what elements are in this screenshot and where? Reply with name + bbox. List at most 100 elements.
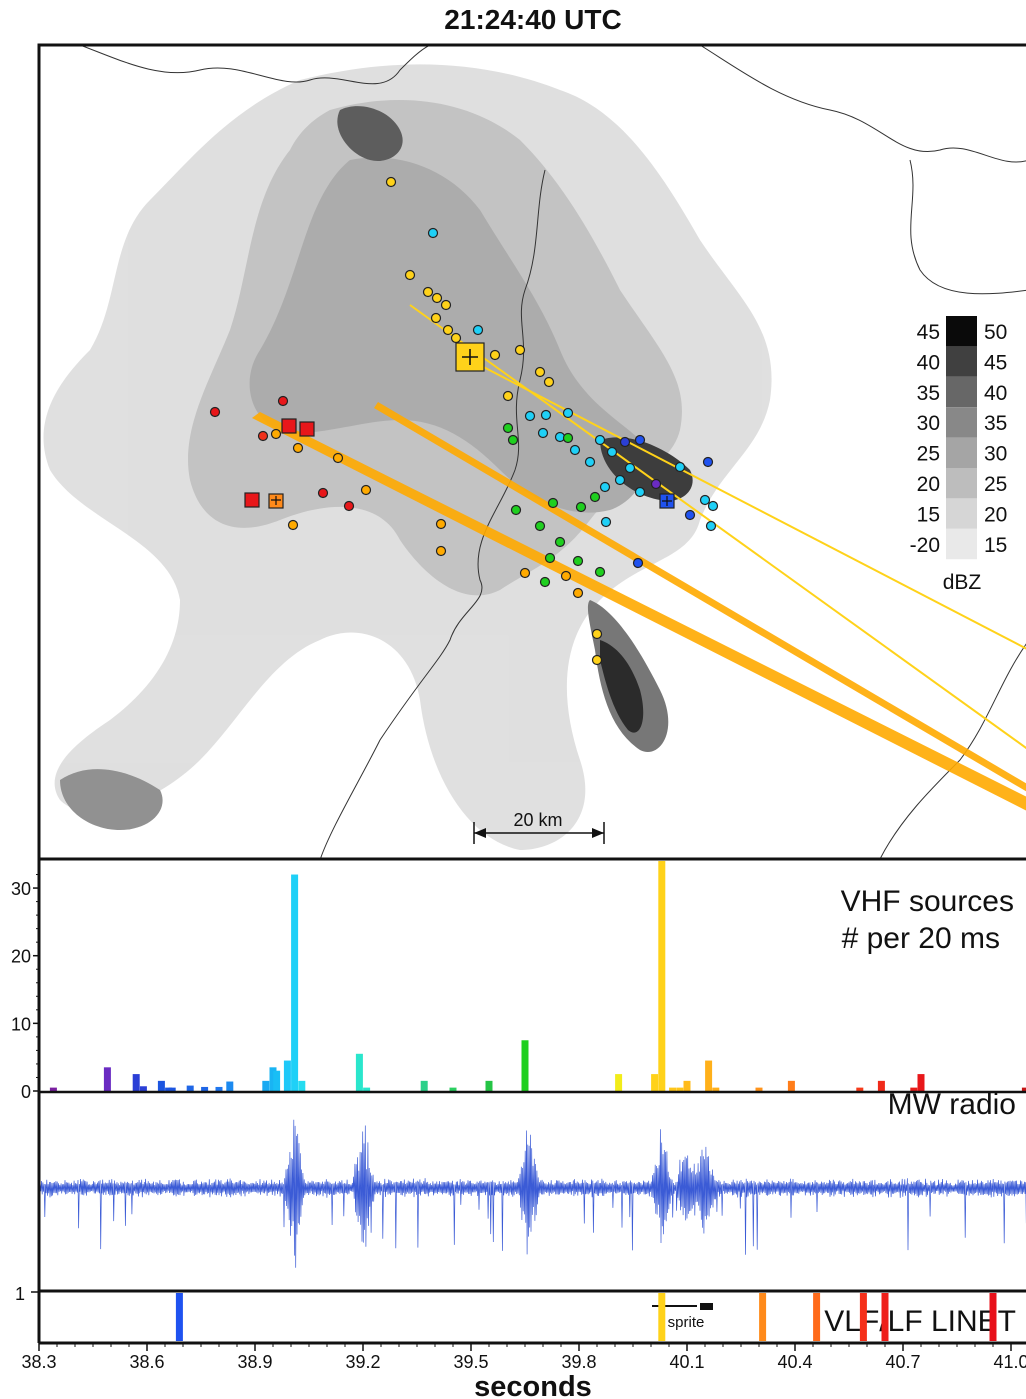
legend-low-label: 15 bbox=[917, 503, 940, 526]
legend-high-label: 15 bbox=[984, 534, 1007, 557]
legend-unit: dBZ bbox=[943, 571, 982, 594]
vhf-bar bbox=[273, 1070, 281, 1091]
x-axis-ticks: 38.3 38.6 38.9 39.2 39.5 39.8 40.1 40.4 40.7 41.0 bbox=[21, 1343, 1026, 1372]
linet-stroke bbox=[658, 1293, 666, 1341]
vhf-bar bbox=[132, 1074, 140, 1091]
legend-swatch bbox=[946, 346, 977, 377]
linet-stroke bbox=[759, 1293, 767, 1341]
linet-title: VLF/LF LINET bbox=[824, 1305, 1016, 1338]
vhf-bar bbox=[683, 1080, 691, 1091]
vhf-y-tick-label: 10 bbox=[11, 1014, 31, 1034]
legend-low-label: 30 bbox=[917, 412, 940, 435]
legend-low-label: 40 bbox=[917, 351, 940, 374]
vhf-bar bbox=[226, 1081, 234, 1091]
x-tick-label: 40.1 bbox=[669, 1352, 704, 1372]
vhf-y-tick-label: 30 bbox=[11, 879, 31, 899]
vhf-y-tick-label: 20 bbox=[11, 947, 31, 967]
legend-low-label: -20 bbox=[910, 534, 940, 557]
legend-low-label: 25 bbox=[917, 443, 940, 466]
legend-swatch bbox=[946, 498, 977, 529]
vhf-source-dots bbox=[209, 176, 719, 666]
legend-high-label: 45 bbox=[984, 351, 1007, 374]
vhf-bar bbox=[291, 874, 299, 1091]
vhf-histogram-panel: VHF sources # per 20 ms 0 10 20 30 bbox=[11, 861, 1026, 1102]
legend-high-label: 50 bbox=[984, 321, 1007, 344]
linet-stroke bbox=[881, 1293, 889, 1341]
linet-panel: VLF/LF LINET 1 sprite bbox=[15, 1284, 1016, 1341]
x-tick-label: 40.7 bbox=[885, 1352, 920, 1372]
vhf-bar bbox=[485, 1080, 493, 1091]
legend-low-label: 20 bbox=[917, 473, 940, 496]
x-tick-label: 39.5 bbox=[453, 1352, 488, 1372]
radar-map bbox=[39, 45, 1026, 859]
vhf-bar bbox=[705, 1060, 713, 1091]
linet-stroke bbox=[175, 1293, 183, 1341]
vhf-bar bbox=[186, 1085, 194, 1091]
vhf-bar bbox=[157, 1080, 165, 1091]
reflectivity-legend: dBZ 45 50 40 45 35 40 30 35 25 30 20 25 15 20 -20 15 bbox=[910, 316, 1007, 594]
radar-reflectivity bbox=[43, 64, 772, 850]
linet-stroke bbox=[989, 1293, 997, 1341]
legend-low-label: 45 bbox=[917, 321, 940, 344]
x-tick-label: 41.0 bbox=[993, 1352, 1026, 1372]
legend-high-label: 40 bbox=[984, 382, 1007, 405]
chart-title: 21:24:40 UTC bbox=[444, 4, 622, 35]
vhf-bar bbox=[298, 1080, 306, 1091]
mw-radio-panel: MW radio bbox=[38, 1088, 1026, 1268]
vhf-bar bbox=[856, 1087, 864, 1091]
scale-bar-label: 20 km bbox=[513, 810, 562, 830]
linet-stroke bbox=[859, 1293, 867, 1341]
legend-high-label: 25 bbox=[984, 473, 1007, 496]
vhf-bar bbox=[201, 1086, 209, 1091]
vhf-title: VHF sources bbox=[841, 885, 1014, 918]
vhf-bar bbox=[103, 1067, 111, 1091]
vhf-y-tick-label: 0 bbox=[21, 1082, 31, 1102]
vhf-bar bbox=[363, 1087, 371, 1091]
sprite-marker bbox=[700, 1303, 713, 1310]
x-tick-label: 39.2 bbox=[345, 1352, 380, 1372]
vhf-bar bbox=[910, 1087, 918, 1091]
mw-title: MW radio bbox=[888, 1088, 1016, 1121]
mw-waveform bbox=[38, 1119, 1026, 1268]
vhf-bar bbox=[787, 1080, 795, 1091]
vhf-bar bbox=[1021, 1087, 1026, 1091]
vhf-bar bbox=[658, 861, 666, 1091]
legend-high-label: 20 bbox=[984, 503, 1007, 526]
vhf-bar bbox=[283, 1060, 291, 1091]
linet-y-tick: 1 bbox=[15, 1284, 25, 1304]
x-tick-label: 39.8 bbox=[561, 1352, 596, 1372]
vhf-subtitle: # per 20 ms bbox=[842, 922, 1000, 955]
legend-swatch bbox=[946, 316, 977, 347]
vhf-bar bbox=[755, 1087, 763, 1091]
legend-swatch bbox=[946, 407, 977, 438]
vhf-bar bbox=[168, 1087, 176, 1091]
sprite-tracks bbox=[252, 304, 1026, 811]
vhf-bar bbox=[651, 1074, 659, 1091]
legend-high-label: 35 bbox=[984, 412, 1007, 435]
vhf-bar bbox=[269, 1067, 277, 1091]
vhf-bar bbox=[521, 1040, 529, 1091]
legend-swatch bbox=[946, 528, 977, 560]
legend-swatch bbox=[946, 468, 977, 499]
vhf-bar bbox=[139, 1086, 147, 1091]
legend-swatch bbox=[946, 376, 977, 408]
legend-high-label: 30 bbox=[984, 443, 1007, 466]
vhf-bar bbox=[615, 1074, 623, 1091]
vhf-bar bbox=[215, 1086, 223, 1091]
vhf-bar bbox=[712, 1087, 720, 1091]
vhf-bar bbox=[917, 1074, 925, 1091]
x-axis-label: seconds bbox=[474, 1371, 592, 1399]
vhf-bar bbox=[355, 1053, 363, 1091]
scale-bar: 20 km bbox=[473, 810, 605, 844]
vhf-bar bbox=[877, 1080, 885, 1091]
vhf-bar bbox=[669, 1087, 677, 1091]
linet-stroke bbox=[813, 1293, 821, 1341]
linet-stroke-markers bbox=[244, 342, 675, 509]
vhf-bar bbox=[165, 1087, 173, 1091]
country-borders bbox=[79, 45, 1026, 859]
vhf-bar bbox=[420, 1080, 428, 1091]
x-tick-label: 38.6 bbox=[129, 1352, 164, 1372]
x-tick-label: 38.9 bbox=[237, 1352, 272, 1372]
x-tick-label: 38.3 bbox=[21, 1352, 56, 1372]
